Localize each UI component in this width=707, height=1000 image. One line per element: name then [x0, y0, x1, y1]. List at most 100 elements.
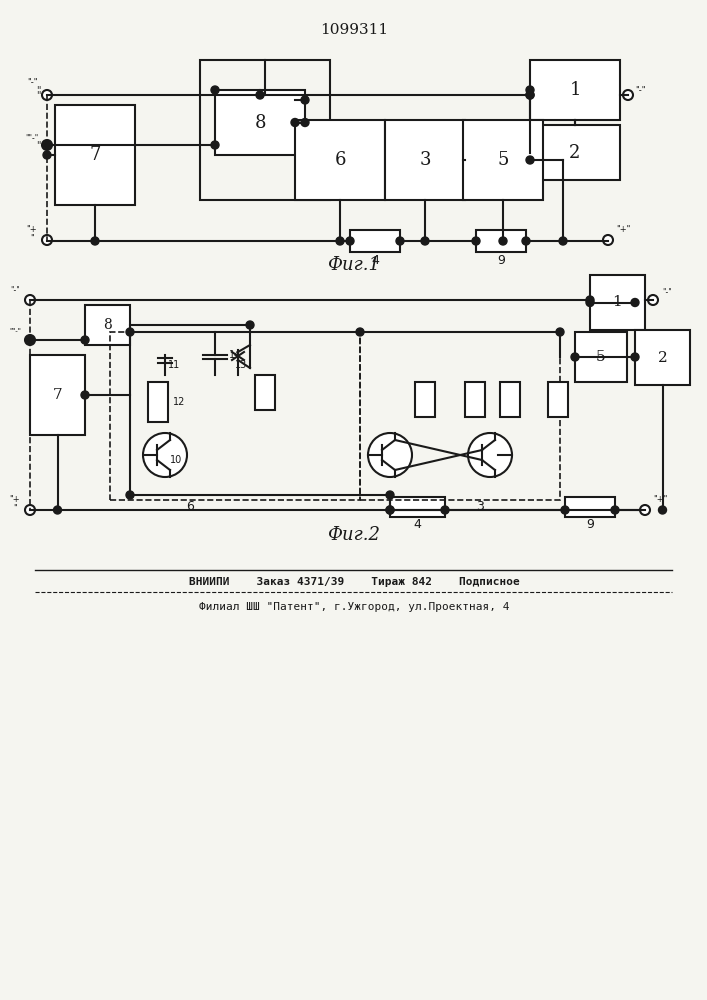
Circle shape [368, 433, 412, 477]
Bar [85, 305, 130, 345]
Text: 9: 9 [497, 253, 505, 266]
Circle shape [499, 237, 507, 245]
Text: ": " [13, 504, 17, 512]
Text: "-": "-" [635, 86, 645, 95]
Text: 5: 5 [497, 151, 509, 169]
Bar [360, 332, 560, 500]
Text: 11: 11 [168, 360, 180, 370]
Bar [530, 60, 620, 120]
Bar [476, 230, 526, 252]
Text: ": " [36, 90, 40, 100]
Bar [530, 125, 620, 180]
Circle shape [386, 506, 394, 514]
Circle shape [126, 328, 134, 336]
Circle shape [301, 96, 309, 104]
Circle shape [126, 491, 134, 499]
Text: 12: 12 [173, 397, 185, 407]
Bar [500, 382, 520, 417]
Circle shape [386, 506, 394, 514]
Text: 2: 2 [569, 143, 580, 161]
Circle shape [556, 328, 564, 336]
Text: 1: 1 [613, 296, 622, 310]
Text: 10: 10 [170, 455, 182, 465]
Circle shape [25, 335, 35, 345]
Bar [295, 120, 385, 200]
Circle shape [603, 235, 613, 245]
Circle shape [25, 505, 35, 515]
Circle shape [81, 391, 89, 399]
Text: ": " [30, 233, 34, 242]
Circle shape [211, 141, 219, 149]
Text: 7: 7 [53, 388, 62, 402]
Text: 3: 3 [476, 500, 484, 513]
Text: "+: "+ [10, 495, 21, 504]
Bar [385, 120, 465, 200]
Text: ""-": ""-" [25, 133, 39, 142]
Circle shape [586, 298, 594, 306]
Circle shape [54, 506, 62, 514]
Circle shape [301, 118, 309, 126]
Circle shape [648, 295, 658, 305]
Text: 2: 2 [658, 351, 667, 364]
Circle shape [586, 296, 594, 304]
Text: ВНИИПИ    Заказ 4371/39    Тираж 842    Подписное: ВНИИПИ Заказ 4371/39 Тираж 842 Подписное [189, 577, 520, 587]
Circle shape [526, 86, 534, 94]
Circle shape [42, 235, 52, 245]
Bar [350, 230, 400, 252]
Circle shape [468, 433, 512, 477]
Circle shape [43, 141, 51, 149]
Bar [30, 355, 85, 435]
Text: 4: 4 [414, 518, 421, 532]
Circle shape [571, 353, 579, 361]
Bar [110, 332, 360, 500]
Circle shape [291, 118, 299, 126]
Text: 13: 13 [235, 360, 247, 370]
Circle shape [336, 237, 344, 245]
Circle shape [211, 86, 219, 94]
Bar [148, 382, 168, 422]
Circle shape [526, 91, 534, 99]
Circle shape [143, 433, 187, 477]
Bar [255, 375, 275, 410]
Circle shape [26, 336, 34, 344]
Text: 1099311: 1099311 [320, 23, 388, 37]
Circle shape [81, 336, 89, 344]
Text: "-": "-" [10, 286, 20, 294]
Text: "-": "-" [662, 288, 672, 296]
Text: 14: 14 [229, 350, 241, 360]
Circle shape [43, 151, 51, 159]
Bar [463, 120, 543, 200]
Circle shape [421, 237, 429, 245]
Bar [548, 382, 568, 417]
Circle shape [396, 237, 404, 245]
Bar [415, 382, 435, 417]
Circle shape [526, 148, 534, 156]
Text: 4: 4 [371, 253, 379, 266]
Bar [215, 90, 305, 155]
Bar [55, 105, 135, 205]
Text: 6: 6 [334, 151, 346, 169]
Circle shape [386, 491, 394, 499]
Text: 8: 8 [255, 113, 266, 131]
Circle shape [356, 328, 364, 336]
Circle shape [25, 295, 35, 305]
Bar [565, 497, 615, 517]
Circle shape [658, 506, 667, 514]
Text: 5: 5 [596, 350, 606, 364]
Text: ": " [36, 85, 40, 95]
Text: ""-": ""-" [9, 327, 21, 333]
Circle shape [526, 91, 534, 99]
Bar [575, 332, 627, 382]
Circle shape [256, 91, 264, 99]
Text: 1: 1 [569, 81, 580, 99]
Text: 9: 9 [586, 518, 594, 532]
Bar [390, 497, 445, 517]
Text: "-": "-" [27, 78, 37, 87]
Circle shape [346, 237, 354, 245]
Circle shape [640, 505, 650, 515]
Circle shape [42, 140, 52, 150]
Circle shape [526, 156, 534, 164]
Circle shape [441, 506, 449, 514]
Text: "+": "+" [653, 495, 667, 504]
Text: Филиал ШШ "Патент", г.Ужгород, ул.Проектная, 4: Филиал ШШ "Патент", г.Ужгород, ул.Проект… [199, 602, 509, 612]
